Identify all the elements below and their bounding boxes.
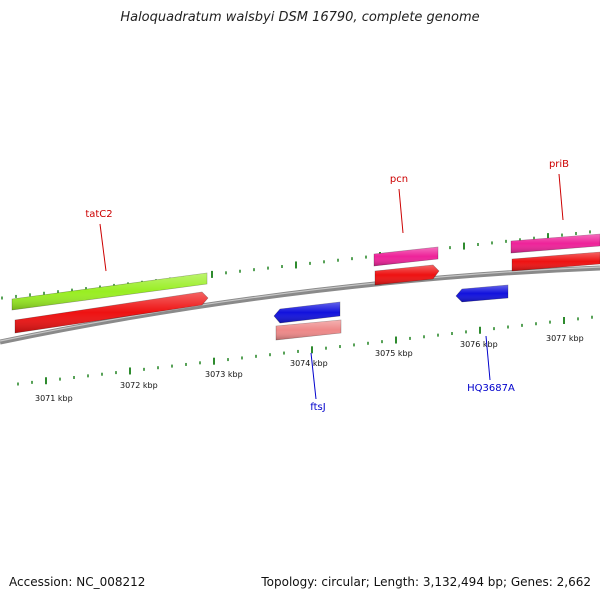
feature-track — [11, 233, 600, 341]
tick-3074-label: 3074 kbp — [290, 359, 328, 368]
cds-ftsJ-label[interactable]: ftsJ — [310, 402, 325, 413]
gene-pcn-leader-line — [398, 188, 404, 234]
tick-3077-label: 3077 kbp — [546, 334, 584, 343]
gene-tatC2-leader-line — [99, 223, 107, 272]
cds-ftsJ-arrow[interactable] — [273, 301, 341, 324]
cds-HQ3687A-label[interactable]: HQ3687A — [467, 383, 515, 394]
map-title: Haloquadratum walsbyi DSM 16790, complet… — [120, 10, 480, 25]
kbp-tick-labels: 3071 kbp 3072 kbp 3073 kbp 3074 kbp 3075 kbp… — [35, 334, 584, 403]
genome-backbone — [0, 265, 600, 345]
feature-labels: tatC2 pcn priB ftsJ HQ3687A — [85, 159, 569, 413]
genome-backbone-highlight — [0, 266, 600, 342]
gene-priB-leader-line — [558, 173, 564, 221]
gene-priB-label[interactable]: priB — [549, 159, 569, 170]
tick-3072-label: 3072 kbp — [120, 381, 158, 390]
gene-tatC2-arrow[interactable] — [11, 272, 208, 311]
tick-3071-label: 3071 kbp — [35, 394, 73, 403]
gene-ftsJ-arrow[interactable] — [275, 319, 342, 341]
accession-text: Accession: NC_008212 — [9, 575, 146, 589]
gene-pcn-arrow[interactable] — [373, 246, 439, 267]
gene-priB-arrow[interactable] — [510, 233, 600, 254]
cds-HQ3687A-leader-line — [485, 335, 491, 381]
cds-pcn-arrow[interactable] — [374, 264, 440, 286]
cds-ftsJ-leader-line — [310, 352, 317, 400]
tick-3075-label: 3075 kbp — [375, 349, 413, 358]
cds-priB-arrow[interactable] — [511, 251, 600, 272]
gene-tatC2-label[interactable]: tatC2 — [85, 209, 112, 220]
tick-3076-label: 3076 kbp — [460, 340, 498, 349]
cds-HQ3687A-arrow[interactable] — [455, 284, 509, 303]
inner-tick-marks — [17, 315, 593, 386]
gene-pcn-label[interactable]: pcn — [390, 174, 408, 185]
cds-tatC2-arrow[interactable] — [14, 291, 209, 334]
tick-3073-label: 3073 kbp — [205, 370, 243, 379]
genome-summary-text: Topology: circular; Length: 3,132,494 bp… — [261, 575, 591, 589]
